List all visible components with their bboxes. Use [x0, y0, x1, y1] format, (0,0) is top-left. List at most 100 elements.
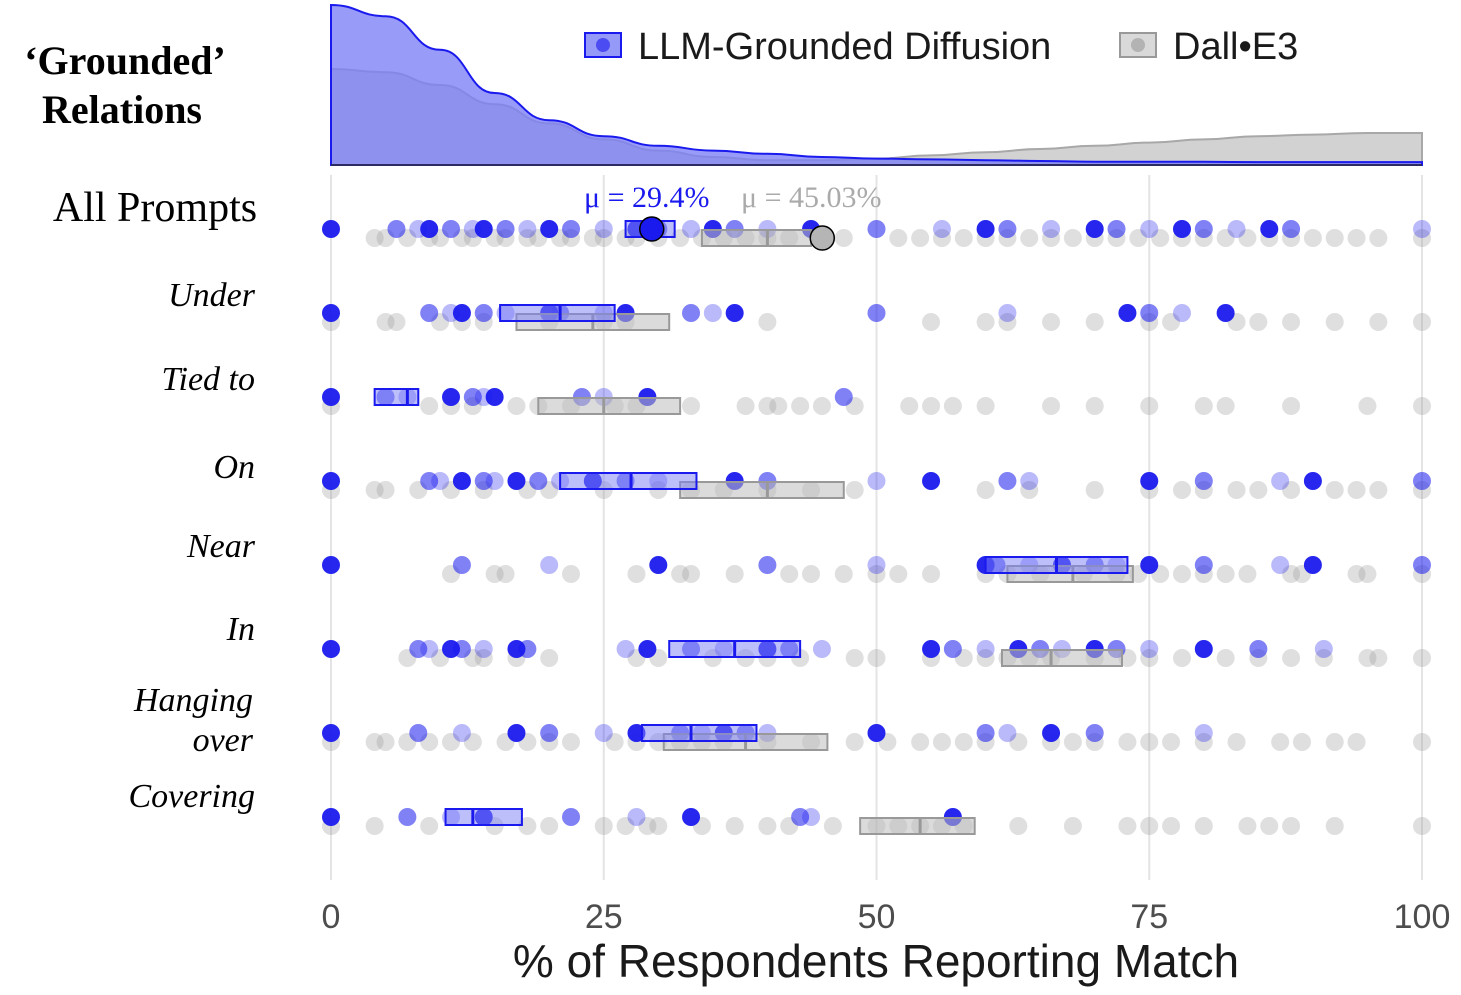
legend: LLM-Grounded Diffusion Dall•E3 — [584, 26, 1298, 68]
dalle-point — [1238, 817, 1257, 835]
dalle-point — [1358, 397, 1377, 415]
row-label-4: Near — [186, 528, 256, 565]
dalle-point — [900, 397, 919, 415]
llm-point — [452, 640, 471, 658]
dalle-point — [1325, 313, 1344, 331]
dalle-point — [1020, 229, 1039, 247]
llm-point — [562, 808, 581, 826]
row-label-1: Under — [168, 277, 256, 314]
row-label-line: Hanging — [133, 682, 253, 719]
llm-point — [976, 220, 995, 238]
dalle-box — [537, 397, 682, 415]
dalle-point — [1118, 817, 1137, 835]
llm-point — [1042, 724, 1061, 742]
llm-point — [1172, 220, 1191, 238]
dalle-point — [1325, 481, 1344, 499]
llm-point — [1194, 220, 1213, 238]
dalle-point — [780, 565, 799, 583]
dalle-point — [1325, 817, 1344, 835]
dalle-point — [1369, 481, 1388, 499]
dalle-point — [1347, 733, 1366, 751]
llm-point — [387, 220, 406, 238]
dalle-point — [976, 481, 995, 499]
dalle-point — [1282, 649, 1301, 667]
llm-point — [1413, 556, 1431, 574]
llm-point — [867, 472, 886, 490]
llm-point — [922, 472, 941, 490]
llm-box — [373, 388, 420, 406]
llm-point — [1085, 724, 1104, 742]
llm-point — [540, 220, 559, 238]
dalle-point — [758, 397, 777, 415]
dalle-point — [725, 817, 744, 835]
llm-point — [485, 472, 504, 490]
dalle-point — [1216, 229, 1235, 247]
dalle-point — [1358, 565, 1377, 583]
density-llm-area — [330, 3, 1423, 166]
llm-point — [1282, 220, 1301, 238]
dalle-point — [1140, 817, 1159, 835]
dalle-point — [1020, 481, 1039, 499]
llm-point — [1140, 556, 1159, 574]
dalle-point — [1260, 817, 1279, 835]
llm-point — [1107, 220, 1126, 238]
row-6 — [322, 724, 1431, 751]
llm-point — [1303, 472, 1322, 490]
dalle-mean-point — [809, 225, 836, 251]
dalle-box — [859, 817, 976, 835]
llm-point — [420, 304, 439, 322]
llm-point — [638, 640, 657, 658]
dalle-point — [932, 733, 951, 751]
row-5 — [322, 640, 1431, 667]
strip-rows: μ = 29.4% μ = 45.03% — [322, 181, 1431, 835]
llm-point — [1194, 472, 1213, 490]
dalle-point — [911, 733, 930, 751]
llm-point — [1271, 556, 1290, 574]
dalle-point — [976, 397, 995, 415]
dalle-point — [1042, 229, 1061, 247]
llm-point — [594, 220, 613, 238]
dalle-point — [1009, 733, 1028, 751]
dalle-point — [1347, 481, 1366, 499]
dalle-point — [518, 229, 537, 247]
row-label-5: In — [226, 611, 255, 648]
llm-point — [1085, 220, 1104, 238]
dalle-point — [1369, 313, 1388, 331]
dalle-point — [1009, 817, 1028, 835]
dalle-point — [1249, 481, 1268, 499]
dalle-point — [638, 817, 657, 835]
row-0-llm — [322, 220, 1431, 238]
x-axis-title: % of Respondents Reporting Match — [513, 935, 1239, 987]
llm-box — [559, 472, 698, 490]
dalle-point — [1369, 229, 1388, 247]
dalle-point — [802, 565, 821, 583]
llm-point — [616, 640, 635, 658]
dalle-point — [1413, 649, 1431, 667]
legend-swatch-dalle — [1119, 32, 1157, 58]
dalle-point — [365, 733, 384, 751]
dalle-point — [1216, 397, 1235, 415]
dalle-point — [1118, 733, 1137, 751]
llm-point — [867, 304, 886, 322]
dalle-point — [1172, 481, 1191, 499]
llm-point — [867, 724, 886, 742]
x-tick-label-100: 100 — [1394, 898, 1451, 936]
dalle-point — [1413, 817, 1431, 835]
dalle-point — [442, 733, 461, 751]
dalle-point — [420, 397, 439, 415]
llm-box — [640, 724, 758, 742]
dalle-point — [682, 565, 701, 583]
dalle-point — [954, 733, 973, 751]
llm-point — [932, 220, 951, 238]
dalle-point — [834, 229, 853, 247]
legend-label-dalle: Dall•E3 — [1173, 26, 1298, 68]
llm-point — [998, 220, 1017, 238]
dalle-point — [1238, 565, 1257, 583]
dalle-point — [1042, 313, 1061, 331]
llm-point — [431, 472, 450, 490]
llm-point — [758, 556, 777, 574]
row-4 — [322, 556, 1431, 583]
dalle-point — [583, 229, 602, 247]
dalle-point — [725, 565, 744, 583]
llm-point — [485, 388, 504, 406]
